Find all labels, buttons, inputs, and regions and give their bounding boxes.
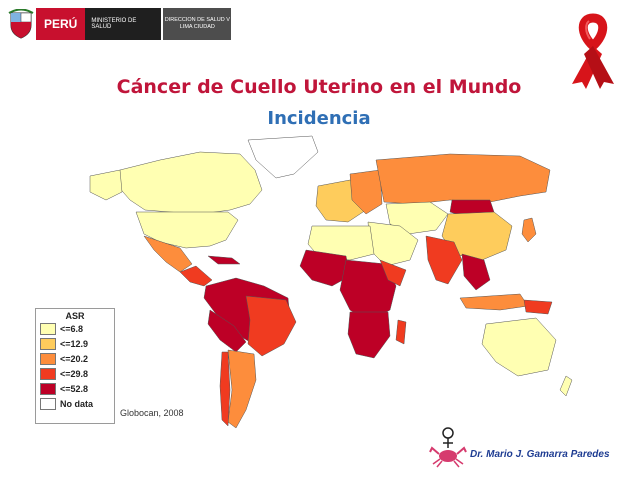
region-central-america: [179, 265, 213, 287]
legend-item: <=20.2: [36, 351, 114, 366]
country-label: PERÚ: [36, 8, 86, 40]
region-australia: [481, 317, 557, 377]
region-usa: [135, 211, 239, 249]
region-madagascar: [395, 319, 407, 345]
legend-swatch: [40, 382, 56, 395]
legend-label: <=12.9: [60, 338, 89, 349]
author-credit: Dr. Mario J. Gamarra Paredes: [470, 449, 610, 460]
legend-swatch: [40, 397, 56, 410]
region-north-africa: [307, 225, 375, 261]
legend-item: <=6.8: [36, 321, 114, 336]
legend-label: <=52.8: [60, 383, 89, 394]
region-papua: [523, 299, 553, 315]
legend-item: No data: [36, 396, 114, 411]
region-alaska: [89, 169, 123, 201]
legend-item: <=12.9: [36, 336, 114, 351]
region-central-asia: [385, 201, 449, 235]
legend-item: <=52.8: [36, 381, 114, 396]
ministry-label: MINISTERIO DE SALUD: [85, 8, 162, 40]
region-canada: [115, 151, 263, 215]
map-legend: ASR <=6.8 <=12.9 <=20.2 <=29.8 <=52.8 No…: [35, 308, 115, 424]
legend-label: <=20.2: [60, 353, 89, 364]
region-japan: [521, 217, 537, 243]
region-caribbean: [207, 255, 241, 265]
header-banner: PERÚ MINISTERIO DE SALUD DIRECCION DE SA…: [6, 8, 232, 40]
region-west-africa: [299, 249, 351, 287]
legend-item: <=29.8: [36, 366, 114, 381]
legend-label: <=6.8: [60, 323, 84, 334]
legend-swatch: [40, 367, 56, 380]
region-chile: [219, 351, 231, 427]
source-citation: Globocan, 2008: [120, 408, 184, 418]
region-china: [441, 211, 513, 261]
page-title: Cáncer de Cuello Uterino en el Mundo: [116, 76, 522, 98]
region-argentina: [227, 349, 257, 429]
region-greenland: [247, 135, 319, 179]
direction-label: DIRECCION DE SALUD V LIMA CIUDAD: [163, 8, 232, 40]
legend-title: ASR: [65, 311, 85, 321]
region-indonesia: [459, 293, 529, 311]
region-brazil: [245, 295, 297, 357]
region-russia: [375, 153, 551, 205]
legend-label: <=29.8: [60, 368, 89, 379]
region-southern-africa: [347, 311, 391, 359]
page-subtitle: Incidencia: [267, 108, 371, 129]
peru-coat-of-arms-icon: [6, 8, 36, 40]
awareness-ribbon-icon: [562, 12, 624, 90]
region-horn-of-africa: [379, 259, 407, 287]
world-incidence-map: [89, 135, 573, 429]
legend-swatch: [40, 322, 56, 335]
legend-swatch: [40, 337, 56, 350]
region-new-zealand: [559, 375, 573, 397]
region-southeast-asia: [461, 253, 491, 291]
crab-symbol-icon: [428, 426, 468, 470]
region-india: [425, 235, 463, 285]
legend-label: No data: [60, 398, 94, 409]
legend-swatch: [40, 352, 56, 365]
region-europe-east: [349, 169, 383, 215]
